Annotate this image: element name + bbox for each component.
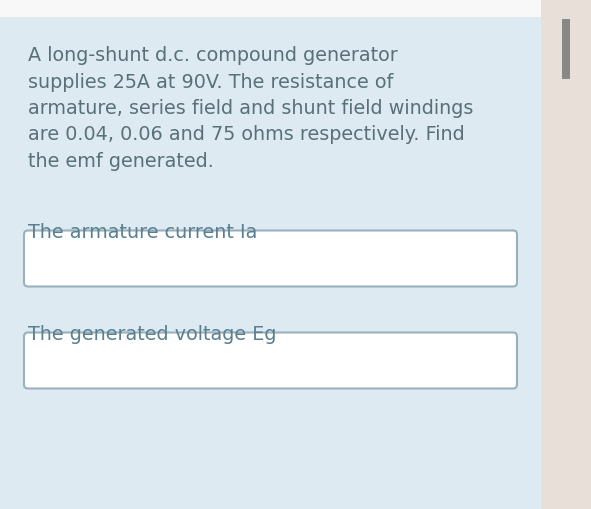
Text: The generated voltage Eg: The generated voltage Eg: [28, 325, 277, 344]
Bar: [562, 20, 570, 80]
Bar: [541, 0, 591, 509]
Text: the emf generated.: the emf generated.: [28, 152, 214, 171]
FancyBboxPatch shape: [24, 333, 517, 389]
Text: are 0.04, 0.06 and 75 ohms respectively. Find: are 0.04, 0.06 and 75 ohms respectively.…: [28, 125, 465, 144]
Text: armature, series field and shunt field windings: armature, series field and shunt field w…: [28, 99, 473, 118]
Bar: [0, 0, 541, 18]
FancyBboxPatch shape: [24, 231, 517, 287]
Text: supplies 25A at 90V. The resistance of: supplies 25A at 90V. The resistance of: [28, 72, 394, 91]
Text: A long-shunt d.c. compound generator: A long-shunt d.c. compound generator: [28, 46, 398, 65]
Text: The armature current Ia: The armature current Ia: [28, 223, 257, 242]
